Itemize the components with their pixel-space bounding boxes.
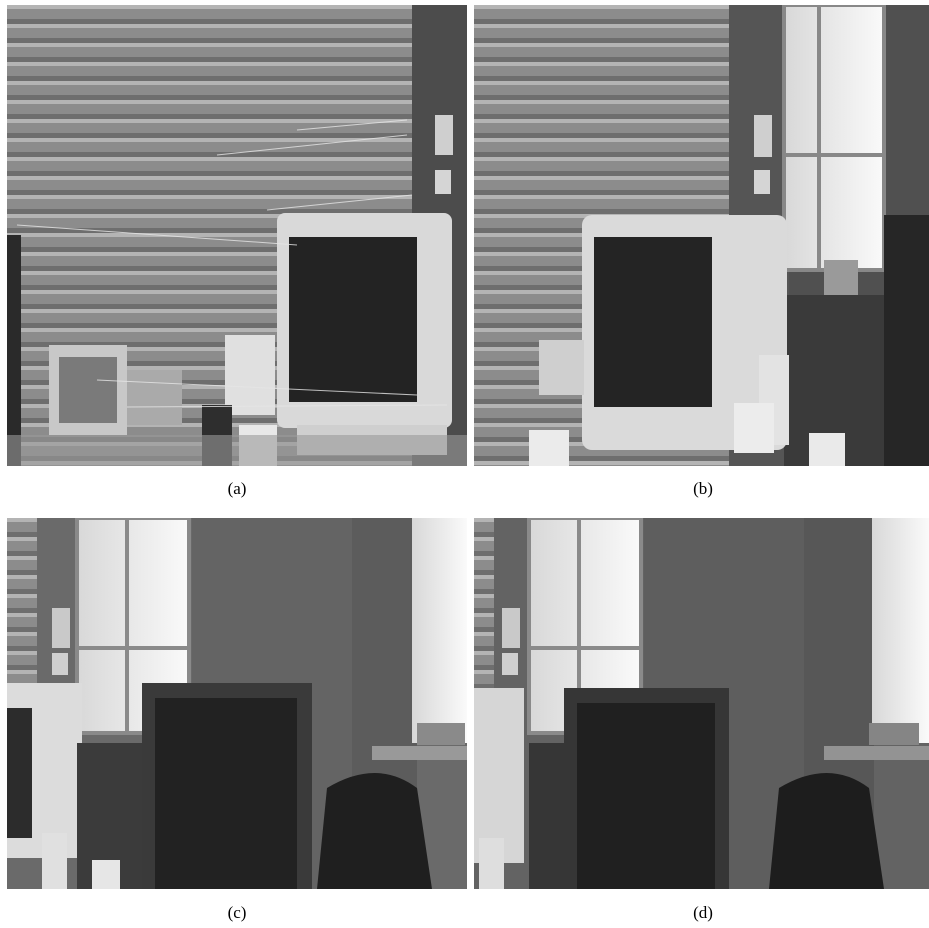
photo-shape — [539, 340, 584, 395]
photo-shape — [435, 115, 453, 155]
photo-shape — [7, 435, 467, 466]
photo-shape — [869, 723, 919, 745]
photo-shape — [824, 260, 858, 295]
photo-shape — [734, 403, 774, 453]
photo-shape — [824, 746, 929, 760]
photo-shape — [754, 170, 770, 194]
photo-shape — [435, 170, 451, 194]
photo-shape — [502, 608, 520, 648]
photo-shape — [502, 653, 518, 675]
photo-shape — [372, 746, 467, 760]
photo-shape — [809, 433, 845, 466]
caption: (d) — [693, 903, 713, 922]
photo-shape — [59, 357, 117, 423]
photo-shape — [529, 430, 569, 466]
photo-shape — [754, 115, 772, 157]
photo-shape — [784, 5, 884, 270]
figure-canvas: (a) (b) (c) (d) — [0, 0, 929, 928]
photo-b — [474, 5, 929, 466]
photo-shape — [474, 518, 494, 698]
photo-shape — [412, 518, 467, 743]
photo-shape — [7, 235, 21, 466]
photo-shape — [7, 518, 37, 698]
photo-shape — [155, 698, 297, 889]
photo-d — [474, 518, 929, 889]
photo-shape — [594, 237, 712, 407]
photo-shape — [317, 773, 432, 889]
photo-shape — [52, 653, 68, 675]
caption: (a) — [228, 479, 247, 498]
photo-shape — [417, 723, 465, 745]
photo-a — [7, 5, 467, 466]
caption: (b) — [693, 479, 713, 498]
photo-shape — [42, 833, 67, 889]
photo-shape — [577, 703, 715, 889]
figure: (a) (b) (c) (d) — [0, 0, 929, 928]
photo-shape — [474, 688, 524, 863]
photo-shape — [7, 708, 32, 838]
photo-shape — [52, 608, 70, 648]
photo-shape — [872, 518, 929, 743]
photo-shape — [884, 215, 929, 466]
photo-shape — [92, 860, 120, 889]
photo-shape — [289, 237, 417, 402]
photo-shape — [225, 335, 275, 415]
photo-shape — [769, 773, 884, 889]
photo-shape — [479, 838, 504, 889]
caption: (c) — [228, 903, 247, 922]
photo-c — [7, 518, 467, 889]
photo-shape — [127, 370, 182, 425]
